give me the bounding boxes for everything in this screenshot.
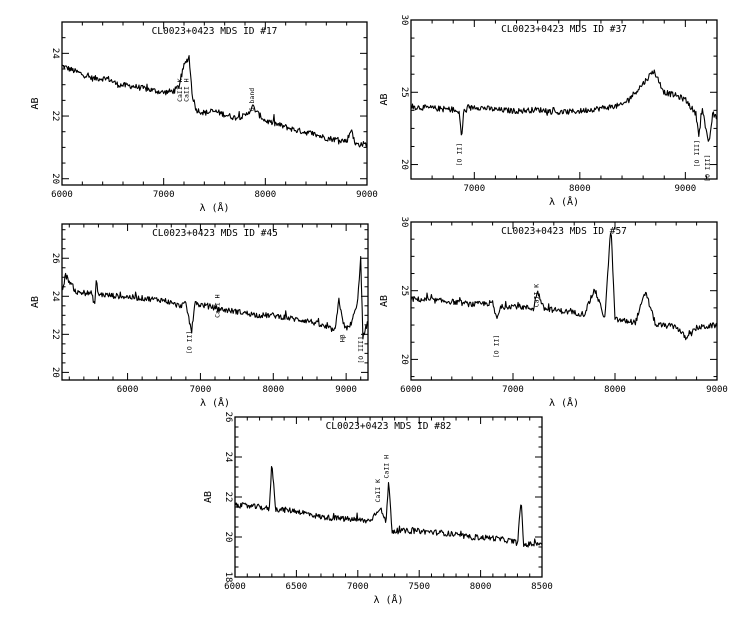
line-annotation: [O III] (357, 336, 365, 363)
chart-panel-1: 6000 7000 8000 9000 20 22 24 CL0023+0423 MDS ID… (30, 21, 378, 214)
x-tick-label: 7000 (190, 385, 212, 395)
line-annotation: CaII H (213, 294, 221, 318)
chart-title: CL0023+0423 MDS ID #57 (501, 226, 627, 237)
y-axis-label: AB (30, 97, 41, 109)
x-tick-label: 7000 (502, 385, 524, 395)
chart-panel-3: 6000 7000 8000 9000 20 22 24 26 CL0023+0423 MDS … (30, 223, 369, 409)
y-axis-label: AB (30, 296, 41, 308)
x-axis-label: λ (Å) (549, 396, 579, 409)
y-axis-label: AB (379, 295, 390, 307)
y-tick-label: 22 (50, 329, 60, 340)
line-annotation: G-band (248, 88, 256, 112)
chart-panel-2: 7000 8000 9000 20 25 30 CL0023+0423 MDS ID #37… (379, 15, 718, 208)
x-tick-label: 6000 (224, 582, 246, 592)
spectrum-series-2-1 (411, 69, 717, 142)
line-annotation: [O II] (493, 335, 501, 358)
plot-frame (61, 21, 368, 186)
y-tick-label: 20 (50, 367, 60, 378)
x-tick-label: 8000 (470, 582, 492, 592)
x-tick-label: 8500 (531, 582, 553, 592)
spectrum-series-4-1 (411, 232, 717, 341)
x-axis-label: λ (Å) (200, 396, 230, 409)
y-tick-label: 20 (399, 354, 409, 365)
line-annotation: [O II] (186, 331, 194, 354)
y-axis-label: AB (203, 491, 214, 503)
y-tick-label: 30 (399, 217, 409, 228)
y-axis-label: AB (379, 93, 390, 105)
line-annotation: Hβ (339, 334, 347, 342)
x-tick-label: 7500 (408, 582, 430, 592)
x-tick-label: 8000 (604, 385, 626, 395)
chart-title: CL0023+0423 MDS ID #82 (326, 421, 452, 432)
x-tick-label: 9000 (675, 184, 697, 194)
x-axis-label: λ (Å) (199, 201, 229, 214)
y-tick-label: 22 (223, 492, 233, 503)
line-annotation: CaII K (533, 284, 541, 308)
x-tick-label: 7000 (463, 184, 485, 194)
chart-title: CL0023+0423 MDS ID #37 (501, 24, 627, 35)
y-tick-label: 26 (50, 253, 60, 264)
chart-title: CL0023+0423 MDS ID #17 (152, 26, 278, 37)
line-annotation: [O III] (704, 154, 712, 181)
y-tick-label: 20 (399, 159, 409, 170)
x-tick-label: 9000 (356, 190, 378, 200)
plot-frame (410, 19, 718, 180)
x-axis-label: λ (Å) (373, 593, 403, 606)
plot-frame (410, 221, 718, 381)
x-tick-label: 9000 (706, 385, 728, 395)
y-tick-label: 24 (223, 452, 233, 463)
y-tick-label: 25 (399, 87, 409, 98)
y-tick-label: 20 (50, 173, 60, 184)
line-annotation: CaII K (374, 479, 382, 503)
chart-panel-5: 6000 6500 7000 7500 8000 8500 18 20 22 24 26 CL0023… (203, 412, 553, 606)
x-tick-label: 6000 (51, 190, 73, 200)
y-tick-label: 18 (223, 572, 233, 583)
y-tick-label: 26 (223, 412, 233, 423)
chart-title: CL0023+0423 MDS ID #45 (152, 228, 278, 239)
y-tick-label: 25 (399, 285, 409, 296)
line-annotation: [O II] (456, 143, 464, 166)
plot-frame (234, 416, 543, 578)
x-tick-label: 7000 (347, 582, 369, 592)
line-annotation: CaII K (176, 78, 184, 102)
spectrum-series-3-1 (62, 256, 368, 340)
y-tick-label: 30 (399, 15, 409, 26)
x-tick-label: 6500 (286, 582, 308, 592)
y-tick-label: 24 (50, 48, 60, 59)
x-tick-label: 8000 (569, 184, 591, 194)
x-tick-label: 6000 (117, 385, 139, 395)
spectrum-series-5-1 (235, 465, 542, 548)
y-tick-label: 24 (50, 291, 60, 302)
x-tick-label: 6000 (400, 385, 422, 395)
line-annotation: CaII H (383, 455, 391, 479)
line-annotation: [O III] (693, 140, 701, 167)
x-axis-label: λ (Å) (549, 195, 579, 208)
x-tick-label: 8000 (254, 190, 276, 200)
y-tick-label: 20 (223, 532, 233, 543)
line-annotation: CaII H (183, 78, 191, 102)
chart-panel-4: 6000 7000 8000 9000 20 25 30 CL0023+0423 MDS ID… (379, 217, 728, 409)
y-tick-label: 22 (50, 111, 60, 122)
spectrum-series-1-1 (62, 55, 367, 148)
x-tick-label: 7000 (153, 190, 175, 200)
x-tick-label: 8000 (262, 385, 284, 395)
x-tick-label: 9000 (335, 385, 357, 395)
